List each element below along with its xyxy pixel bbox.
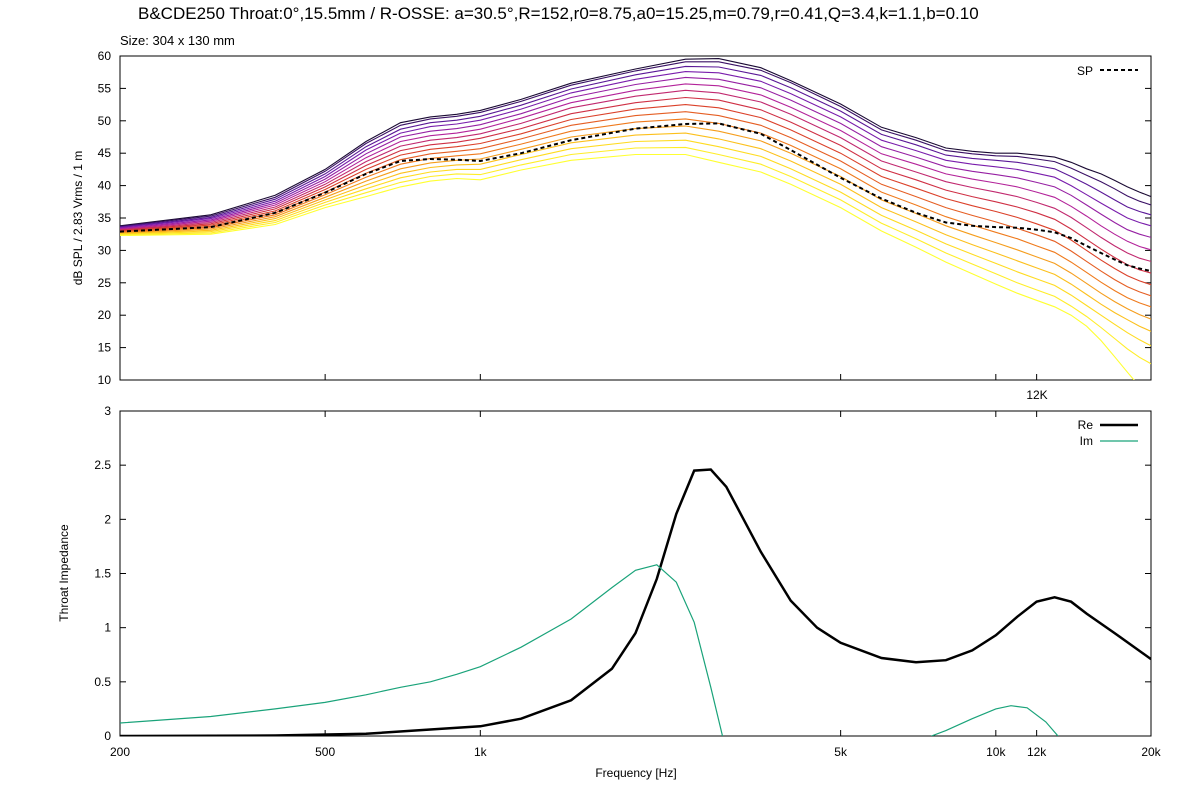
impedance-x-tick-label: 1k [474,745,488,759]
impedance-x-tick-label: 20k [1141,745,1161,759]
spl-curves [120,58,1151,380]
spl-series-line [120,118,1151,308]
spl-series-line [120,153,1135,380]
spl-series-line [120,104,1151,286]
spl-y-tick-label: 20 [98,308,112,322]
spl-y-tick-label: 45 [98,146,112,160]
spl-series-line [120,61,1151,227]
spl-y-tick-label: 50 [98,114,112,128]
spl-legend: SP [1077,64,1138,78]
spl-x-tick-12k: 12K [1026,388,1047,402]
impedance-x-tick-label: 10k [986,745,1006,759]
im-series-line [931,705,1059,736]
spl-y-tick-label: 15 [98,341,112,355]
impedance-curves [120,468,1151,736]
impedance-y-tick-label: 2.5 [94,458,111,472]
spl-series-line [120,111,1151,297]
spl-series-line [120,65,1151,228]
impedance-plot-frame [119,410,1152,737]
spl-series-line [120,96,1151,274]
spl-y-tick-label: 55 [98,81,112,95]
spl-y-axis: 10 15 20 25 30 35 40 45 50 55 60 [98,49,1152,387]
size-label: Size: 304 x 130 mm [120,33,235,48]
spl-series-line [120,83,1151,251]
spl-y-tick-label: 25 [98,276,112,290]
impedance-y-tick-label: 3 [104,404,111,418]
legend-im-label: Im [1080,434,1093,448]
impedance-x-tick-label: 12k [1027,745,1047,759]
impedance-x-tick-label: 200 [110,745,130,759]
spl-series-line [120,139,1151,347]
spl-y-axis-label: dB SPL / 2.83 Vrms / 1 m [71,151,85,286]
impedance-y-axis: 0 0.5 1 1.5 2 2.5 3 [94,404,1151,743]
impedance-y-tick-label: 1.5 [94,567,111,581]
impedance-x-tick-label: 5k [834,745,848,759]
spl-series-line [120,132,1151,332]
spl-series-line [120,146,1151,365]
re-series-line [120,468,1151,736]
impedance-legend: Re Im [1078,418,1138,448]
spl-y-tick-label: 35 [98,211,112,225]
impedance-y-tick-label: 2 [104,512,111,526]
impedance-x-tick-label: 500 [315,745,335,759]
legend-re-label: Re [1078,418,1094,432]
spl-series-line [120,76,1151,238]
sp-series-line [120,122,1151,273]
spl-series-line [120,71,1151,229]
spl-series-line [120,89,1151,262]
spl-y-tick-label: 60 [98,49,112,63]
impedance-x-axis: 200 500 1k 5k 10k 12k 20k [110,411,1162,759]
spl-series-line [120,125,1151,320]
impedance-y-tick-label: 0 [104,729,111,743]
spl-y-tick-label: 30 [98,243,112,257]
impedance-y-tick-label: 0.5 [94,675,111,689]
spl-series-line [120,58,1151,227]
impedance-y-tick-label: 1 [104,621,111,635]
impedance-y-axis-label: Throat Impedance [57,524,71,622]
impedance-x-axis-label: Frequency [Hz] [595,766,676,780]
spl-y-tick-label: 40 [98,179,112,193]
im-series-line [120,564,724,736]
spl-plot-frame [119,55,1152,381]
spl-y-tick-label: 10 [98,373,112,387]
legend-sp-label: SP [1077,64,1093,78]
page-title: B&CDE250 Throat:0°,15.5mm / R-OSSE: a=30… [138,4,979,23]
